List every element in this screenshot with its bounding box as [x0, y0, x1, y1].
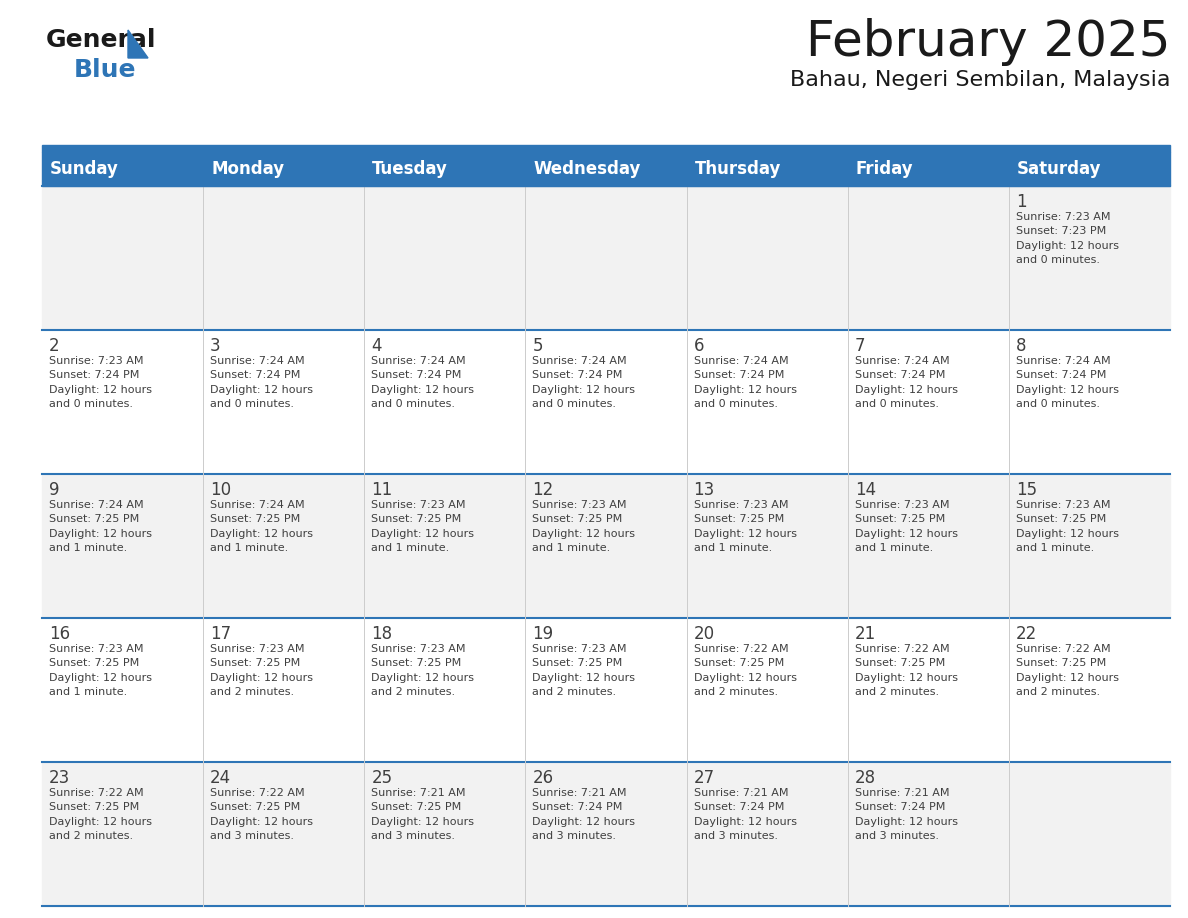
Text: Sunrise: 7:24 AM
Sunset: 7:24 PM
Daylight: 12 hours
and 0 minutes.: Sunrise: 7:24 AM Sunset: 7:24 PM Dayligh…	[532, 356, 636, 409]
Text: Sunrise: 7:24 AM
Sunset: 7:24 PM
Daylight: 12 hours
and 0 minutes.: Sunrise: 7:24 AM Sunset: 7:24 PM Dayligh…	[854, 356, 958, 409]
Text: Sunrise: 7:22 AM
Sunset: 7:25 PM
Daylight: 12 hours
and 2 minutes.: Sunrise: 7:22 AM Sunset: 7:25 PM Dayligh…	[694, 644, 797, 697]
Text: 10: 10	[210, 481, 232, 499]
Text: Sunrise: 7:22 AM
Sunset: 7:25 PM
Daylight: 12 hours
and 2 minutes.: Sunrise: 7:22 AM Sunset: 7:25 PM Dayligh…	[1016, 644, 1119, 697]
Text: Tuesday: Tuesday	[372, 160, 448, 178]
Polygon shape	[128, 30, 148, 58]
Text: General: General	[46, 28, 157, 52]
Text: Sunrise: 7:22 AM
Sunset: 7:25 PM
Daylight: 12 hours
and 3 minutes.: Sunrise: 7:22 AM Sunset: 7:25 PM Dayligh…	[210, 788, 314, 841]
Text: Sunrise: 7:23 AM
Sunset: 7:23 PM
Daylight: 12 hours
and 0 minutes.: Sunrise: 7:23 AM Sunset: 7:23 PM Dayligh…	[1016, 212, 1119, 265]
Text: 6: 6	[694, 337, 704, 355]
Text: Sunrise: 7:24 AM
Sunset: 7:24 PM
Daylight: 12 hours
and 0 minutes.: Sunrise: 7:24 AM Sunset: 7:24 PM Dayligh…	[694, 356, 797, 409]
Text: Sunrise: 7:24 AM
Sunset: 7:24 PM
Daylight: 12 hours
and 0 minutes.: Sunrise: 7:24 AM Sunset: 7:24 PM Dayligh…	[1016, 356, 1119, 409]
Text: 26: 26	[532, 769, 554, 787]
Text: 20: 20	[694, 625, 715, 643]
Text: Sunrise: 7:23 AM
Sunset: 7:25 PM
Daylight: 12 hours
and 1 minute.: Sunrise: 7:23 AM Sunset: 7:25 PM Dayligh…	[49, 644, 152, 697]
Text: Bahau, Negeri Sembilan, Malaysia: Bahau, Negeri Sembilan, Malaysia	[790, 70, 1170, 90]
Text: February 2025: February 2025	[805, 18, 1170, 66]
Text: Sunrise: 7:23 AM
Sunset: 7:25 PM
Daylight: 12 hours
and 2 minutes.: Sunrise: 7:23 AM Sunset: 7:25 PM Dayligh…	[532, 644, 636, 697]
Text: Sunrise: 7:24 AM
Sunset: 7:25 PM
Daylight: 12 hours
and 1 minute.: Sunrise: 7:24 AM Sunset: 7:25 PM Dayligh…	[210, 500, 314, 554]
Text: 22: 22	[1016, 625, 1037, 643]
Text: Blue: Blue	[74, 58, 137, 82]
Text: Sunrise: 7:23 AM
Sunset: 7:25 PM
Daylight: 12 hours
and 1 minute.: Sunrise: 7:23 AM Sunset: 7:25 PM Dayligh…	[532, 500, 636, 554]
Text: 15: 15	[1016, 481, 1037, 499]
Bar	[42, 330, 1170, 474]
Text: Monday: Monday	[211, 160, 284, 178]
Text: 14: 14	[854, 481, 876, 499]
Text: 18: 18	[372, 625, 392, 643]
Text: Sunrise: 7:24 AM
Sunset: 7:24 PM
Daylight: 12 hours
and 0 minutes.: Sunrise: 7:24 AM Sunset: 7:24 PM Dayligh…	[372, 356, 474, 409]
Text: 1: 1	[1016, 193, 1026, 211]
Bar	[42, 618, 1170, 762]
Text: Sunrise: 7:24 AM
Sunset: 7:24 PM
Daylight: 12 hours
and 0 minutes.: Sunrise: 7:24 AM Sunset: 7:24 PM Dayligh…	[210, 356, 314, 409]
Text: 12: 12	[532, 481, 554, 499]
Text: 19: 19	[532, 625, 554, 643]
Text: Sunrise: 7:21 AM
Sunset: 7:25 PM
Daylight: 12 hours
and 3 minutes.: Sunrise: 7:21 AM Sunset: 7:25 PM Dayligh…	[372, 788, 474, 841]
Text: 3: 3	[210, 337, 221, 355]
Text: Saturday: Saturday	[1017, 160, 1101, 178]
Text: 4: 4	[372, 337, 381, 355]
Text: 13: 13	[694, 481, 715, 499]
Text: 17: 17	[210, 625, 232, 643]
Bar	[42, 186, 1170, 330]
Text: Sunrise: 7:23 AM
Sunset: 7:25 PM
Daylight: 12 hours
and 1 minute.: Sunrise: 7:23 AM Sunset: 7:25 PM Dayligh…	[854, 500, 958, 554]
Text: 23: 23	[49, 769, 70, 787]
Text: 11: 11	[372, 481, 392, 499]
Text: Sunrise: 7:21 AM
Sunset: 7:24 PM
Daylight: 12 hours
and 3 minutes.: Sunrise: 7:21 AM Sunset: 7:24 PM Dayligh…	[532, 788, 636, 841]
Text: 24: 24	[210, 769, 232, 787]
Text: Sunrise: 7:23 AM
Sunset: 7:25 PM
Daylight: 12 hours
and 1 minute.: Sunrise: 7:23 AM Sunset: 7:25 PM Dayligh…	[372, 500, 474, 554]
Bar	[42, 152, 1170, 186]
Text: Sunrise: 7:22 AM
Sunset: 7:25 PM
Daylight: 12 hours
and 2 minutes.: Sunrise: 7:22 AM Sunset: 7:25 PM Dayligh…	[49, 788, 152, 841]
Text: Sunrise: 7:23 AM
Sunset: 7:25 PM
Daylight: 12 hours
and 2 minutes.: Sunrise: 7:23 AM Sunset: 7:25 PM Dayligh…	[372, 644, 474, 697]
Bar	[42, 145, 1170, 152]
Text: Sunday: Sunday	[50, 160, 119, 178]
Text: Sunrise: 7:23 AM
Sunset: 7:25 PM
Daylight: 12 hours
and 1 minute.: Sunrise: 7:23 AM Sunset: 7:25 PM Dayligh…	[694, 500, 797, 554]
Text: 9: 9	[49, 481, 59, 499]
Bar	[42, 762, 1170, 906]
Text: Sunrise: 7:23 AM
Sunset: 7:25 PM
Daylight: 12 hours
and 1 minute.: Sunrise: 7:23 AM Sunset: 7:25 PM Dayligh…	[1016, 500, 1119, 554]
Text: 7: 7	[854, 337, 865, 355]
Text: Sunrise: 7:23 AM
Sunset: 7:24 PM
Daylight: 12 hours
and 0 minutes.: Sunrise: 7:23 AM Sunset: 7:24 PM Dayligh…	[49, 356, 152, 409]
Text: 5: 5	[532, 337, 543, 355]
Text: 8: 8	[1016, 337, 1026, 355]
Text: Wednesday: Wednesday	[533, 160, 640, 178]
Text: 25: 25	[372, 769, 392, 787]
Text: Sunrise: 7:21 AM
Sunset: 7:24 PM
Daylight: 12 hours
and 3 minutes.: Sunrise: 7:21 AM Sunset: 7:24 PM Dayligh…	[694, 788, 797, 841]
Text: Sunrise: 7:24 AM
Sunset: 7:25 PM
Daylight: 12 hours
and 1 minute.: Sunrise: 7:24 AM Sunset: 7:25 PM Dayligh…	[49, 500, 152, 554]
Text: Sunrise: 7:23 AM
Sunset: 7:25 PM
Daylight: 12 hours
and 2 minutes.: Sunrise: 7:23 AM Sunset: 7:25 PM Dayligh…	[210, 644, 314, 697]
Text: Thursday: Thursday	[695, 160, 781, 178]
Text: 16: 16	[49, 625, 70, 643]
Text: Friday: Friday	[855, 160, 914, 178]
Text: 28: 28	[854, 769, 876, 787]
Bar	[42, 474, 1170, 618]
Text: Sunrise: 7:22 AM
Sunset: 7:25 PM
Daylight: 12 hours
and 2 minutes.: Sunrise: 7:22 AM Sunset: 7:25 PM Dayligh…	[854, 644, 958, 697]
Text: 2: 2	[49, 337, 59, 355]
Text: 21: 21	[854, 625, 876, 643]
Text: Sunrise: 7:21 AM
Sunset: 7:24 PM
Daylight: 12 hours
and 3 minutes.: Sunrise: 7:21 AM Sunset: 7:24 PM Dayligh…	[854, 788, 958, 841]
Text: 27: 27	[694, 769, 715, 787]
